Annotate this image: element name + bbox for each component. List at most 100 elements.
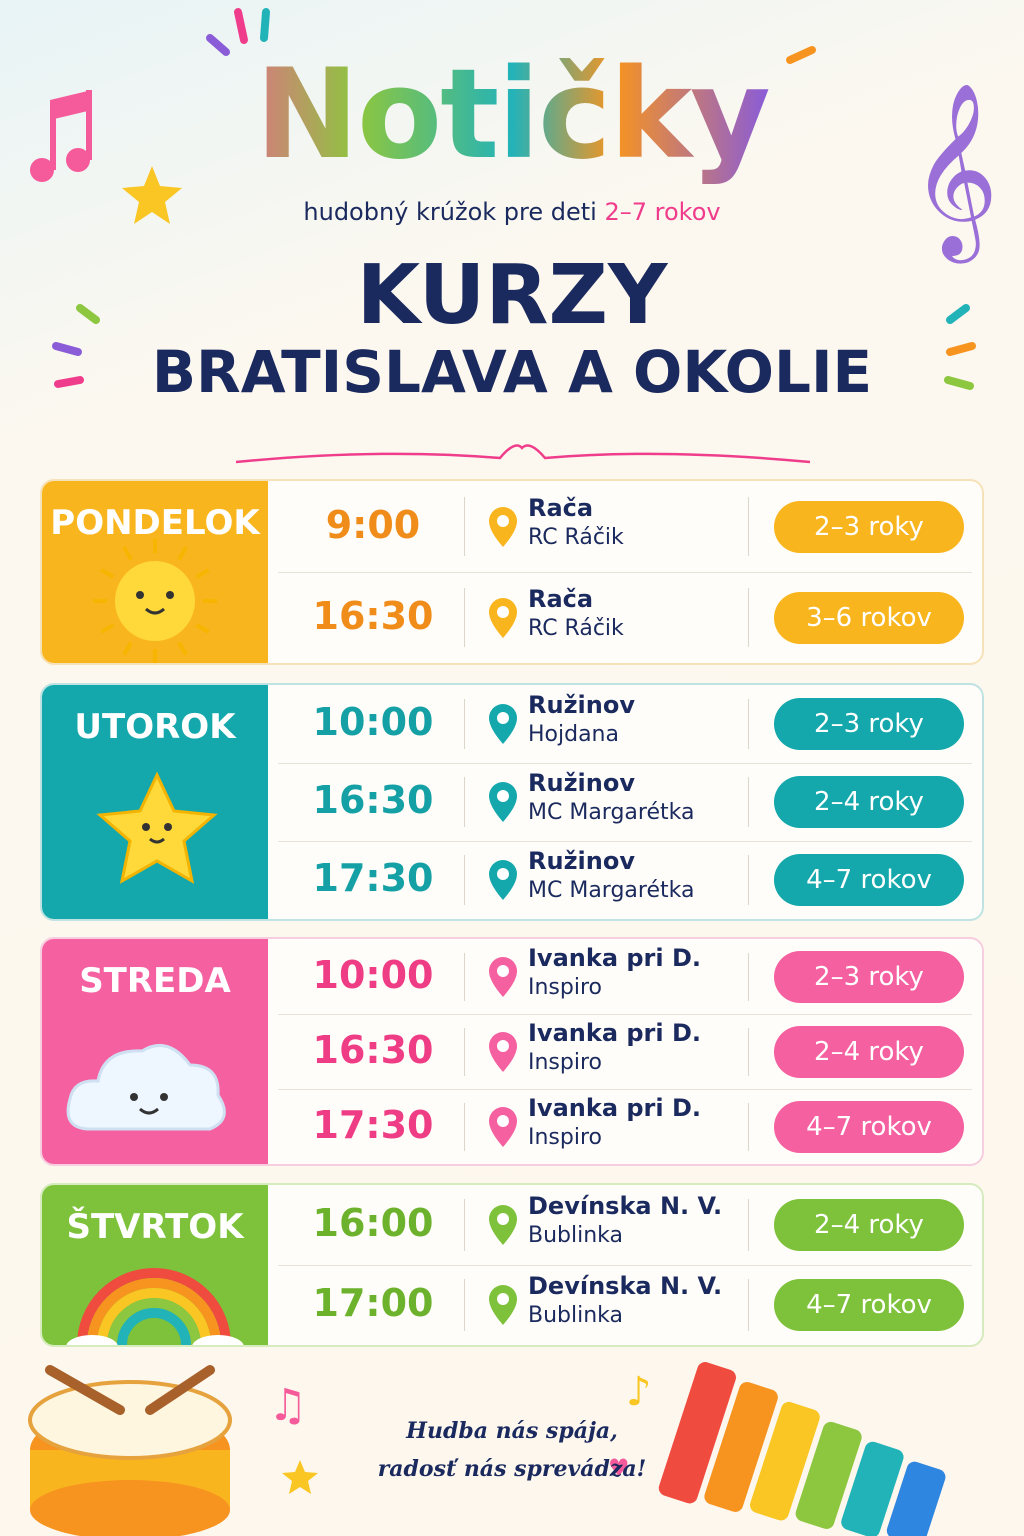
age-badge: 4–7 rokov (774, 1279, 964, 1331)
separator (464, 952, 465, 1001)
separator (464, 497, 465, 556)
svg-text:♫: ♫ (268, 1380, 307, 1431)
session-venue: Bublinka (528, 1223, 624, 1248)
session-place: Ivanka pri D. (528, 1018, 702, 1047)
title: Notičky (0, 40, 1024, 190)
session-time: 9:00 (325, 502, 421, 547)
age-badge: 2–4 roky (774, 1199, 964, 1251)
day-name: ŠTVRTOK (66, 1207, 244, 1247)
separator (748, 699, 749, 749)
session-row: 17:30 Ivanka pri D. Inspiro 4–7 rokov (268, 1089, 982, 1164)
session-time: 17:30 (312, 856, 434, 900)
location-pin (489, 860, 517, 900)
location-pin (489, 956, 517, 997)
separator (464, 1102, 465, 1151)
footer: Hudba nás spája, radosť nás sprevádza! (300, 1412, 724, 1488)
svg-text:𝄞: 𝄞 (910, 82, 999, 264)
session-time: 16:30 (312, 778, 434, 822)
age-badge: 2–4 roky (774, 776, 964, 828)
location-pin (489, 782, 517, 822)
footer-line: radosť nás sprevádza! (377, 1456, 647, 1482)
separator (464, 588, 465, 647)
session-venue: MC Margarétka (528, 878, 695, 903)
separator (748, 855, 749, 905)
separator (748, 1027, 749, 1076)
age-badge: 2–3 roky (774, 698, 964, 750)
age-badge: 4–7 rokov (774, 1100, 964, 1153)
session-venue: Inspiro (528, 1049, 602, 1075)
session-row: 17:30 Ružinov MC Margarétka 4–7 rokov (268, 841, 982, 919)
session-time: 17:30 (312, 1102, 434, 1147)
separator (748, 588, 749, 647)
session-row: 16:30 Rača RC Ráčik 3–6 rokov (268, 572, 982, 663)
session-time: 17:00 (312, 1281, 434, 1325)
heading: KURZY (356, 248, 668, 343)
session-place: Devínska N. V. (528, 1272, 723, 1300)
separator (464, 1279, 465, 1331)
location-pin (489, 1031, 517, 1072)
session-row: 16:30 Ružinov MC Margarétka 2–4 roky (268, 763, 982, 841)
day-card: STREDA 10:00 Ivanka pri D. Inspiro 2–3 roky 1… (40, 937, 984, 1166)
location-pin (489, 597, 517, 638)
day-card: PONDELOK 9:00 Rača RC Ráčik 2–3 roky 16:30 Rač… (40, 479, 984, 665)
subtitle: hudobný krúžok pre deti 2–7 rokov (0, 198, 1024, 226)
session-venue: MC Margarétka (528, 800, 695, 825)
session-venue: Inspiro (528, 974, 602, 1000)
heading: BRATISLAVA A OKOLIE (151, 338, 873, 406)
subtitle-ages: 2–7 rokov (604, 198, 721, 226)
session-venue: Hojdana (528, 722, 619, 747)
session-row: 10:00 Ivanka pri D. Inspiro 2–3 roky (268, 939, 982, 1014)
separator (748, 497, 749, 556)
day-card: UTOROK 10:00 Ružinov Hojdana 2–3 roky 16:30 Ru… (40, 683, 984, 921)
separator (464, 777, 465, 827)
session-venue: Inspiro (528, 1124, 602, 1150)
day-name: STREDA (79, 961, 231, 1001)
subtitle-text: hudobný krúžok pre deti (303, 198, 597, 226)
location-pin (489, 506, 517, 547)
separator (464, 1199, 465, 1251)
session-row: 16:00 Devínska N. V. Bublinka 2–4 roky (268, 1185, 982, 1265)
session-row: 17:00 Devínska N. V. Bublinka 4–7 rokov (268, 1265, 982, 1345)
session-place: Ružinov (528, 847, 635, 875)
day-icon (66, 1043, 226, 1131)
day-icon (96, 771, 218, 884)
day-panel: STREDA (42, 939, 268, 1164)
day-panel: PONDELOK (42, 481, 268, 663)
session-row: 10:00 Ružinov Hojdana 2–3 roky (268, 685, 982, 763)
session-time: 16:30 (312, 1027, 434, 1072)
location-pin (489, 1285, 517, 1325)
session-venue: RC Ráčik (528, 615, 624, 641)
age-badge: 2–3 roky (774, 500, 964, 553)
separator (464, 1027, 465, 1076)
session-time: 16:00 (312, 1201, 434, 1245)
day-panel: ŠTVRTOK (42, 1185, 268, 1345)
separator (464, 855, 465, 905)
separator (748, 777, 749, 827)
separator (748, 952, 749, 1001)
session-place: Ružinov (528, 769, 635, 797)
session-place: Ivanka pri D. (528, 1093, 702, 1122)
day-name: UTOROK (74, 707, 236, 747)
session-place: Rača (528, 584, 594, 613)
separator (748, 1199, 749, 1251)
session-row: 9:00 Rača RC Ráčik 2–3 roky (268, 481, 982, 572)
age-badge: 2–4 roky (774, 1025, 964, 1078)
location-pin (489, 1205, 517, 1245)
age-badge: 3–6 rokov (774, 591, 964, 644)
day-name: PONDELOK (50, 503, 260, 543)
session-venue: RC Ráčik (528, 524, 624, 550)
day-icon (93, 539, 217, 663)
session-place: Ivanka pri D. (528, 943, 702, 972)
session-time: 10:00 (312, 952, 434, 997)
footer-line: Hudba nás spája, (406, 1418, 618, 1444)
separator (748, 1102, 749, 1151)
location-pin (489, 1106, 517, 1147)
session-place: Rača (528, 493, 594, 522)
svg-text:♪: ♪ (626, 1369, 652, 1415)
session-venue: Bublinka (528, 1303, 624, 1328)
location-pin (489, 704, 517, 744)
separator (748, 1279, 749, 1331)
session-place: Ružinov (528, 691, 635, 719)
